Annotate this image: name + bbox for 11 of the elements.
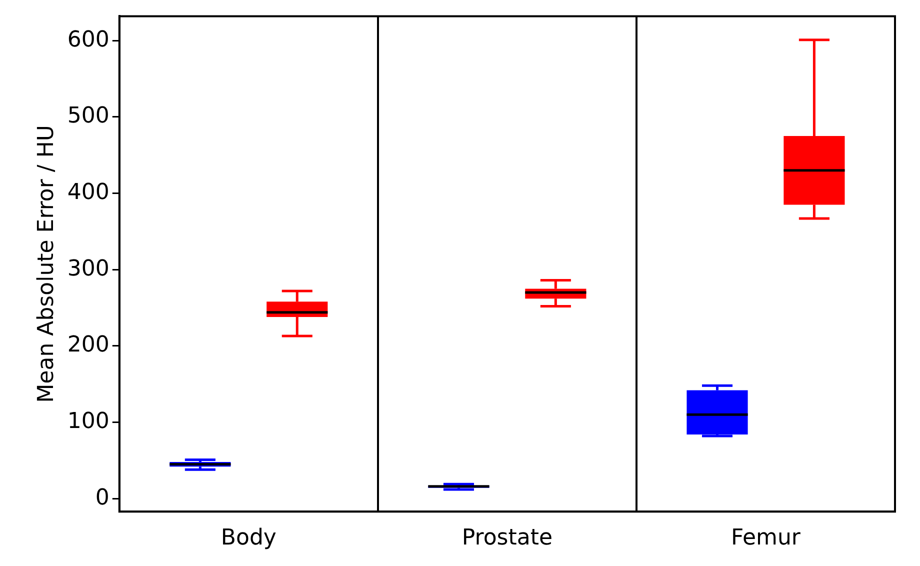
x-tick-label: Prostate	[462, 526, 553, 551]
y-tick-label: 600	[67, 27, 110, 52]
y-tick-label: 300	[67, 256, 110, 282]
y-tick-label: 400	[67, 180, 110, 206]
y-tick-label: 500	[67, 104, 110, 129]
y-tick-label: 100	[67, 409, 110, 434]
x-tick-label: Body	[220, 526, 276, 551]
y-axis-title: Mean Absolute Error / HU	[34, 125, 59, 403]
y-tick-label: 0	[95, 485, 110, 510]
y-tick-label: 200	[67, 332, 110, 358]
x-tick-label: Femur	[731, 526, 802, 551]
